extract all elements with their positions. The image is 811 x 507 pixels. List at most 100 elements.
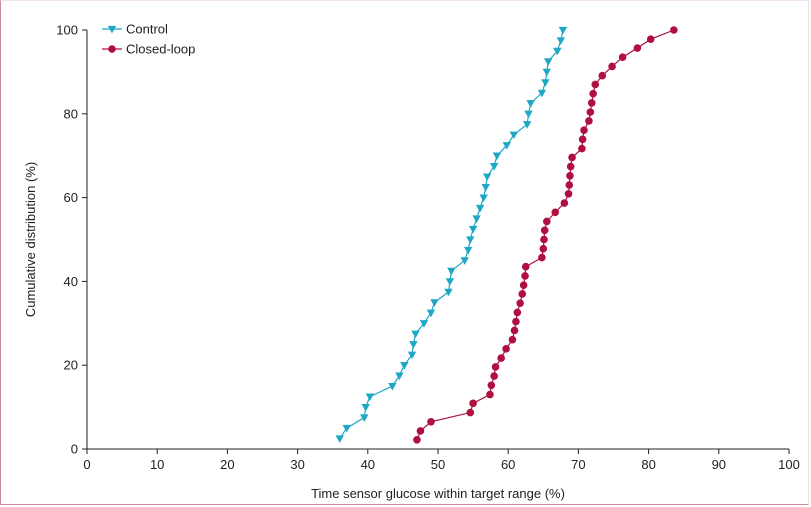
data-point [646, 35, 655, 44]
data-point [586, 108, 595, 116]
data-point [565, 181, 574, 189]
data-point [578, 144, 586, 153]
data-point [551, 208, 560, 217]
axes: 0 10 20 30 40 50 60 70 80 90 100 0 20 40 60 80 100 [56, 23, 800, 473]
y-axis-title: Cumulative distribution (%) [23, 162, 38, 317]
data-point [518, 290, 527, 298]
data-point [509, 131, 519, 140]
data-point [542, 68, 552, 77]
data-point [444, 288, 453, 297]
legend-item: Control [102, 22, 168, 37]
data-point [560, 199, 569, 207]
data-point [519, 281, 528, 289]
legend-marker [108, 45, 116, 53]
data-point [541, 79, 550, 87]
x-tick-label: 70 [571, 457, 585, 472]
data-point [411, 330, 420, 339]
data-point [479, 194, 488, 203]
data-point [543, 217, 551, 226]
data-point [585, 117, 593, 125]
data-point [502, 142, 511, 150]
data-point [482, 173, 492, 182]
series-control [335, 26, 568, 443]
data-point [490, 372, 498, 380]
data-point [489, 163, 499, 171]
legend-marker [107, 25, 117, 34]
data-point [468, 225, 478, 234]
x-tick-label: 80 [641, 457, 655, 472]
series-line [416, 29, 675, 441]
data-point [502, 345, 510, 353]
data-point [469, 399, 477, 408]
data-point [497, 354, 505, 362]
data-point [460, 257, 469, 265]
data-point [447, 267, 456, 276]
data-point [568, 153, 576, 162]
data-point [553, 47, 562, 56]
data-point [400, 362, 409, 370]
data-point [409, 341, 418, 349]
data-point [407, 351, 417, 360]
data-point [510, 326, 519, 335]
x-tick-label: 100 [778, 457, 800, 472]
data-point [361, 403, 370, 412]
data-point [591, 80, 600, 89]
data-point [335, 435, 344, 443]
data-point [342, 424, 351, 433]
data-point [526, 100, 535, 108]
legend-label: Control [126, 22, 168, 37]
data-point [466, 236, 475, 244]
y-tick-label: 20 [64, 358, 78, 373]
data-point [598, 71, 607, 80]
legend: Control Closed-loop [102, 22, 195, 57]
data-point [580, 126, 588, 134]
plot-series [335, 26, 678, 444]
legend-label: Closed-loop [126, 42, 195, 57]
data-point [426, 309, 436, 318]
data-point [608, 62, 616, 71]
data-point [524, 110, 533, 119]
x-tick-label: 10 [150, 457, 164, 472]
x-tick-label: 0 [83, 457, 90, 472]
data-point [513, 308, 522, 317]
data-point [491, 363, 500, 371]
y-tick-label: 80 [64, 106, 78, 121]
data-point [587, 99, 596, 107]
data-point [445, 278, 455, 286]
data-point [589, 89, 597, 98]
data-point [578, 135, 587, 144]
x-tick-label: 30 [290, 457, 304, 472]
data-point [395, 372, 404, 381]
data-point [360, 414, 369, 422]
series-line [339, 29, 564, 439]
data-point [508, 335, 517, 344]
y-tick-label: 40 [64, 274, 78, 289]
data-point [564, 190, 573, 198]
data-point [540, 226, 549, 235]
data-point [544, 58, 553, 66]
data-point [466, 408, 475, 417]
data-point [540, 235, 548, 244]
x-tick-label: 40 [361, 457, 375, 472]
y-tick-label: 100 [56, 23, 78, 38]
data-point [365, 393, 375, 402]
data-point [521, 272, 529, 280]
data-point [427, 417, 435, 426]
legend-item: Closed-loop [102, 42, 195, 57]
x-tick-label: 60 [501, 457, 515, 472]
series-closed-loop [413, 26, 678, 444]
data-point [538, 253, 546, 262]
data-point [492, 152, 502, 161]
data-point [537, 89, 547, 98]
data-point [521, 262, 530, 271]
data-point [670, 26, 678, 34]
data-point [487, 381, 496, 390]
data-point [539, 244, 548, 253]
data-point [556, 37, 566, 45]
data-point [472, 215, 481, 223]
data-point [512, 317, 520, 326]
data-point [558, 26, 568, 35]
data-point [633, 44, 642, 52]
data-point [566, 172, 574, 180]
